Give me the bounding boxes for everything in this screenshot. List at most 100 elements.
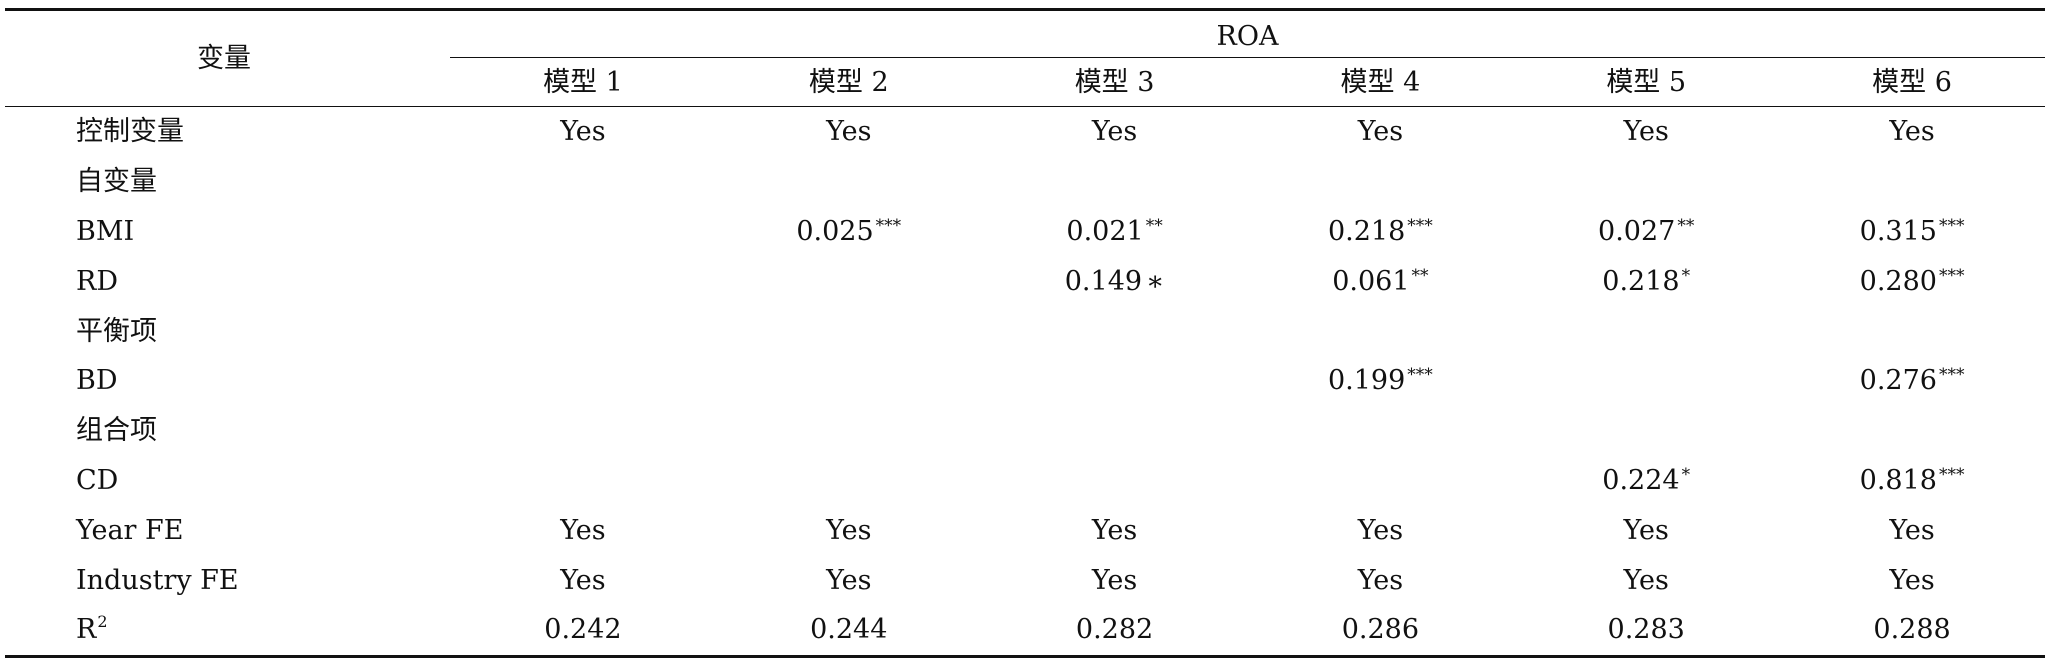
table-cell: 0.061 **	[1247, 256, 1513, 306]
table-cell: Yes	[1779, 505, 2045, 555]
table-cell	[1513, 406, 1779, 456]
table-cell: 0.244	[716, 605, 982, 656]
table-cell: 0.027 **	[1513, 207, 1779, 257]
table-cell	[450, 157, 716, 207]
cell-value: Yes	[1091, 564, 1138, 596]
table-cell: 0.280 ***	[1779, 256, 2045, 306]
cell-value: 0.021	[1066, 215, 1144, 247]
table-cell: Yes	[982, 107, 1248, 157]
table-cell: Yes	[1779, 555, 2045, 605]
table-cell: Yes	[450, 505, 716, 555]
table-cell	[1513, 306, 1779, 356]
row-label-text: BD	[76, 365, 118, 397]
table-cell	[716, 306, 982, 356]
table-header: 变量 ROA 模型 1 模型 2 模型 3 模型 4 模型 5 模型 6	[5, 9, 2045, 107]
row-label-text: 控制变量	[76, 116, 184, 148]
cell-value: Yes	[1889, 514, 1935, 546]
table-cell	[450, 207, 716, 257]
table-cell: Yes	[982, 555, 1248, 605]
table-cell	[450, 456, 716, 506]
table-cell: Yes	[1513, 107, 1779, 157]
table-cell: Yes	[1247, 555, 1513, 605]
cell-value: 0.149	[1064, 265, 1143, 297]
table-cell	[716, 456, 982, 506]
table-cell: 0.286	[1247, 605, 1513, 656]
cell-value: 0.218	[1327, 215, 1406, 247]
row-label: 自变量	[5, 157, 450, 207]
row-label-text: 自变量	[76, 166, 157, 198]
cell-value: 0.244	[810, 614, 888, 646]
row-label: 控制变量	[5, 107, 450, 157]
cell-value: Yes	[826, 564, 872, 596]
table-cell: 0.818 ***	[1779, 456, 2045, 506]
header-row-group: 变量 ROA	[5, 9, 2045, 107]
table-cell	[450, 356, 716, 406]
table-row: CD 0.224 * 0.818 ***	[5, 456, 2045, 506]
cell-value: Yes	[1889, 564, 1935, 596]
row-label: R2	[5, 605, 450, 656]
cell-value: Yes	[1357, 116, 1404, 148]
table-row: Industry FE Yes Yes Yes Yes Yes Yes	[5, 555, 2045, 605]
row-label: 平衡项	[5, 306, 450, 356]
cell-value: 0.276	[1859, 365, 1937, 397]
cell-value: 0.282	[1075, 614, 1154, 646]
header-row-models: 模型 1 模型 2 模型 3 模型 4 模型 5 模型 6	[5, 58, 2045, 107]
table-row: BD 0.199 *** 0.276 ***	[5, 356, 2045, 406]
table-row: 自变量	[5, 157, 2045, 207]
table-cell: 0.218 *	[1513, 256, 1779, 306]
table-cell: Yes	[450, 555, 716, 605]
table-cell: 0.283	[1513, 605, 1779, 656]
table-cell: Yes	[1247, 505, 1513, 555]
table-cell: 0.315 ***	[1779, 207, 2045, 257]
table-cell	[450, 406, 716, 456]
table-cell	[1779, 157, 2045, 207]
cell-value: 0.224	[1602, 464, 1680, 496]
model-header: 模型 3	[1074, 66, 1155, 98]
table-cell	[982, 456, 1248, 506]
model-header: 模型 1	[543, 66, 623, 98]
row-label: BD	[5, 356, 450, 406]
significance-stars: ***	[1407, 215, 1433, 236]
significance-stars: ***	[1407, 365, 1433, 386]
table-cell: Yes	[716, 505, 982, 555]
table-cell: Yes	[450, 107, 716, 157]
table-cell	[982, 406, 1248, 456]
significance-stars: ***	[1938, 265, 1965, 286]
model-header: 模型 2	[808, 66, 889, 98]
row-label: 组合项	[5, 406, 450, 456]
table-cell	[450, 256, 716, 306]
table-cell	[716, 256, 982, 306]
model-header: 模型 5	[1606, 66, 1687, 98]
significance-stars: ***	[1938, 365, 1965, 386]
table-row: 控制变量 Yes Yes Yes Yes Yes Yes	[5, 107, 2045, 157]
roa-group-header: ROA	[450, 9, 2045, 58]
row-label: Year FE	[5, 505, 450, 555]
significance-marker: ∗	[1146, 265, 1165, 297]
cell-value: Yes	[1091, 514, 1138, 546]
cell-value: Yes	[1623, 564, 1669, 596]
table-cell	[1513, 356, 1779, 406]
row-label: RD	[5, 256, 450, 306]
significance-stars: **	[1677, 215, 1695, 236]
table-row: RD 0.149 ∗ 0.061 ** 0.218 * 0.280 ***	[5, 256, 2045, 306]
table-cell	[982, 157, 1248, 207]
row-label: CD	[5, 456, 450, 506]
cell-value: 0.027	[1598, 215, 1676, 247]
row-label: BMI	[5, 207, 450, 257]
table-cell: 0.276 ***	[1779, 356, 2045, 406]
regression-table: 变量 ROA 模型 1 模型 2 模型 3 模型 4 模型 5 模型 6 控制变…	[5, 8, 2045, 658]
table-cell	[1513, 157, 1779, 207]
cell-value: Yes	[560, 116, 606, 148]
row-label-text: R	[76, 614, 97, 646]
cell-value: 0.315	[1859, 215, 1937, 247]
cell-value: 0.818	[1859, 464, 1937, 496]
row-label-text: CD	[76, 464, 119, 496]
table-cell: 0.021 **	[982, 207, 1248, 257]
superscript-exponent: 2	[97, 612, 108, 632]
row-label-text: 组合项	[76, 415, 157, 447]
cell-value: 0.061	[1332, 265, 1410, 297]
table-cell: Yes	[1513, 505, 1779, 555]
table-row: R2 0.242 0.244 0.282 0.286 0.283 0.288	[5, 605, 2045, 657]
table-cell	[450, 306, 716, 356]
row-label-text: Year FE	[76, 514, 184, 546]
